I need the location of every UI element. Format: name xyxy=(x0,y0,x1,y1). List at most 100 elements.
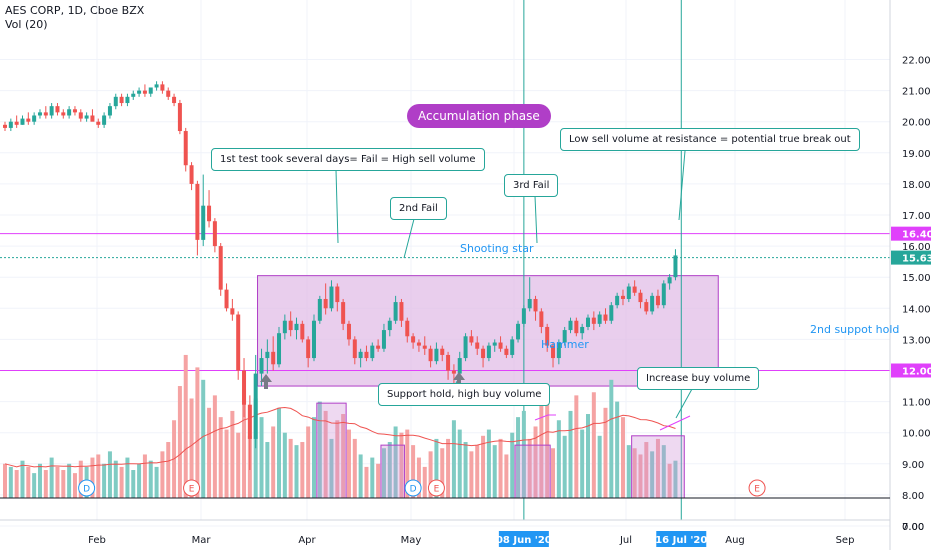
candle-body xyxy=(335,286,340,303)
leader-line-2 xyxy=(534,195,538,244)
volume-bar xyxy=(189,398,194,498)
volume-bar xyxy=(346,429,351,498)
volume-bar xyxy=(556,420,561,498)
volume-bar xyxy=(113,460,118,498)
volume-bar xyxy=(271,426,276,498)
candle-body xyxy=(580,326,585,334)
candle-body xyxy=(55,106,60,113)
candle xyxy=(142,84,147,97)
candle xyxy=(172,93,177,107)
candle-body xyxy=(586,317,590,327)
price-marker-bg xyxy=(891,226,931,241)
candle-body xyxy=(650,295,655,312)
candle-body xyxy=(306,339,311,359)
candle-body xyxy=(510,339,515,355)
candle xyxy=(177,99,182,135)
candle xyxy=(434,342,439,365)
candle-body xyxy=(504,348,509,355)
candle xyxy=(300,320,305,343)
candle xyxy=(504,345,509,359)
candle xyxy=(632,280,637,296)
volume-bar xyxy=(527,438,532,498)
x-tick-label: Apr xyxy=(298,535,316,546)
candle-body xyxy=(358,351,363,359)
volume-bar xyxy=(242,389,247,498)
second-fail-callout: 2nd Fail xyxy=(390,197,447,220)
candle-body xyxy=(673,255,678,278)
candle xyxy=(311,314,316,362)
candle-body xyxy=(399,302,404,321)
candle-body xyxy=(218,246,223,290)
volume-bar xyxy=(405,429,410,498)
volume-bar xyxy=(119,466,124,498)
candle xyxy=(638,289,643,309)
candle xyxy=(381,323,386,352)
price-marker: 12.00 xyxy=(891,363,932,378)
volume-bar xyxy=(166,442,171,498)
volume-bar xyxy=(8,466,13,498)
y-tick-label: 15.00 xyxy=(902,273,931,284)
candle-body xyxy=(556,342,561,359)
candle-body xyxy=(154,84,159,88)
candle xyxy=(516,320,521,343)
candle-body xyxy=(20,118,25,125)
volume-bar xyxy=(393,426,398,498)
volume-box-3 xyxy=(631,435,685,499)
candle xyxy=(609,302,614,324)
candle xyxy=(399,298,404,327)
candle-body xyxy=(411,336,416,343)
volume-trend-line-b xyxy=(659,415,691,431)
candle-body xyxy=(32,115,37,122)
y-tick-label: 8.00 xyxy=(902,491,924,502)
volume-bar xyxy=(201,379,206,498)
candle-body xyxy=(183,131,188,166)
increase-buy-volume-callout: Increase buy volume xyxy=(637,367,760,390)
candle-body xyxy=(539,311,544,327)
volume-box-2 xyxy=(514,444,551,499)
candle-body xyxy=(446,354,451,371)
candle-body xyxy=(451,370,456,374)
volume-bar xyxy=(236,432,241,498)
candle-body xyxy=(661,283,666,306)
candle-body xyxy=(294,323,299,331)
third-fail-callout: 3rd Fail xyxy=(504,174,559,197)
date-marker-bg xyxy=(656,531,707,547)
support-hold-callout: Support hold, high buy volume xyxy=(378,383,551,406)
candle xyxy=(457,351,462,377)
candle xyxy=(463,333,468,362)
candle xyxy=(72,106,77,116)
candle-body xyxy=(341,302,346,324)
volume-bar xyxy=(306,426,311,498)
candle xyxy=(492,339,497,352)
candle-body xyxy=(26,118,31,122)
volume-bar xyxy=(218,417,223,498)
candle xyxy=(673,249,678,281)
volume-bar xyxy=(376,463,381,498)
volume-bar xyxy=(626,445,631,498)
candle-body xyxy=(37,112,42,116)
x-tick-label: Sep xyxy=(836,535,855,546)
candle-body xyxy=(638,292,643,303)
candle xyxy=(55,103,60,116)
price-marker-label: 16.40 xyxy=(902,230,932,241)
candle xyxy=(96,118,101,128)
candle xyxy=(323,283,328,315)
volume-bar xyxy=(72,473,77,498)
event-label: D xyxy=(410,485,417,495)
candle xyxy=(125,93,130,107)
volume-bar xyxy=(539,398,544,498)
volume-bar xyxy=(67,463,72,498)
candle xyxy=(562,326,567,346)
arrow-head xyxy=(453,372,465,380)
y-tick-label: 21.00 xyxy=(902,87,931,98)
candle xyxy=(615,292,620,309)
candle-body xyxy=(282,320,287,334)
arrow-head xyxy=(260,374,272,382)
candle xyxy=(265,339,270,374)
candle-body xyxy=(486,345,491,359)
volume-bar xyxy=(341,414,346,498)
hammer-label: Hammer xyxy=(541,338,589,351)
volume-bar xyxy=(504,454,509,498)
candle-body xyxy=(597,314,602,324)
